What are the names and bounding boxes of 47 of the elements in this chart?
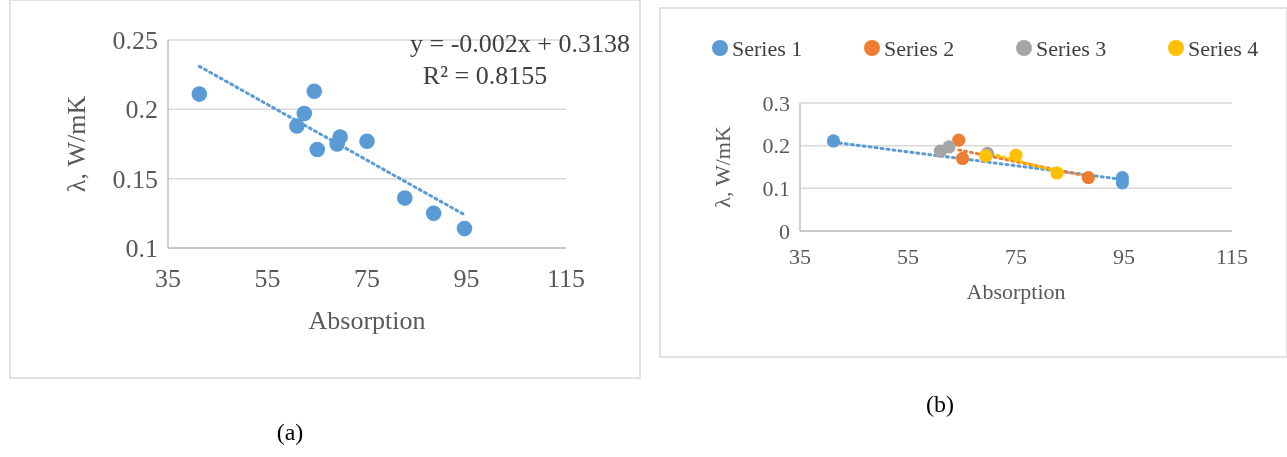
legend-label: Series 1 (732, 35, 803, 61)
annotation: y = -0.002x + 0.3138 (410, 29, 630, 58)
text: (a) (276, 419, 304, 445)
x-tick-label: 95 (453, 264, 480, 293)
x-tick-label: 95 (1113, 244, 1135, 269)
x-tick-label: 55 (897, 244, 919, 269)
point (359, 133, 375, 150)
point (191, 86, 208, 102)
point (1009, 148, 1023, 162)
x-axis-title: Absorption (308, 305, 426, 335)
x-tick-label: 115 (546, 264, 586, 293)
y-tick-label: 0.1 (125, 234, 158, 264)
point (296, 105, 313, 122)
y-tick-label: 0.25 (112, 26, 158, 56)
legend-label: Series 3 (1036, 35, 1107, 61)
point (425, 205, 442, 222)
text: (b) (926, 391, 954, 417)
y-tick-label: 0 (779, 218, 790, 244)
point (309, 141, 326, 158)
y-axis-title: λ, W/mK (61, 95, 91, 193)
point (306, 83, 323, 100)
point (397, 190, 413, 206)
point (456, 220, 473, 237)
point (955, 151, 970, 166)
point (329, 136, 345, 152)
annotation: R² = 0.8155 (422, 61, 548, 90)
x-tick-label: 115 (1215, 244, 1249, 269)
x-tick-label: 75 (354, 264, 380, 293)
point (952, 133, 966, 147)
y-axis-title: λ, W/mK (709, 126, 735, 208)
legend-label: Series 2 (884, 35, 955, 61)
x-tick-label: 75 (1005, 244, 1027, 269)
x-tick-label: 55 (254, 264, 281, 293)
y-tick-label: 0.1 (762, 176, 790, 202)
y-tick-label: 0.2 (125, 95, 158, 125)
legend-label: Series 4 (1188, 35, 1259, 61)
x-tick-label: 35 (155, 264, 181, 293)
y-tick-label: 0.3 (762, 90, 790, 116)
x-tick-label: 35 (789, 244, 811, 269)
point (1050, 166, 1064, 180)
point (1081, 171, 1095, 185)
point (289, 118, 305, 134)
y-tick-label: 0.15 (112, 164, 158, 194)
y-tick-label: 0.2 (762, 133, 790, 159)
x-axis-title: Absorption (966, 279, 1066, 305)
point (942, 140, 956, 154)
point (826, 134, 841, 148)
